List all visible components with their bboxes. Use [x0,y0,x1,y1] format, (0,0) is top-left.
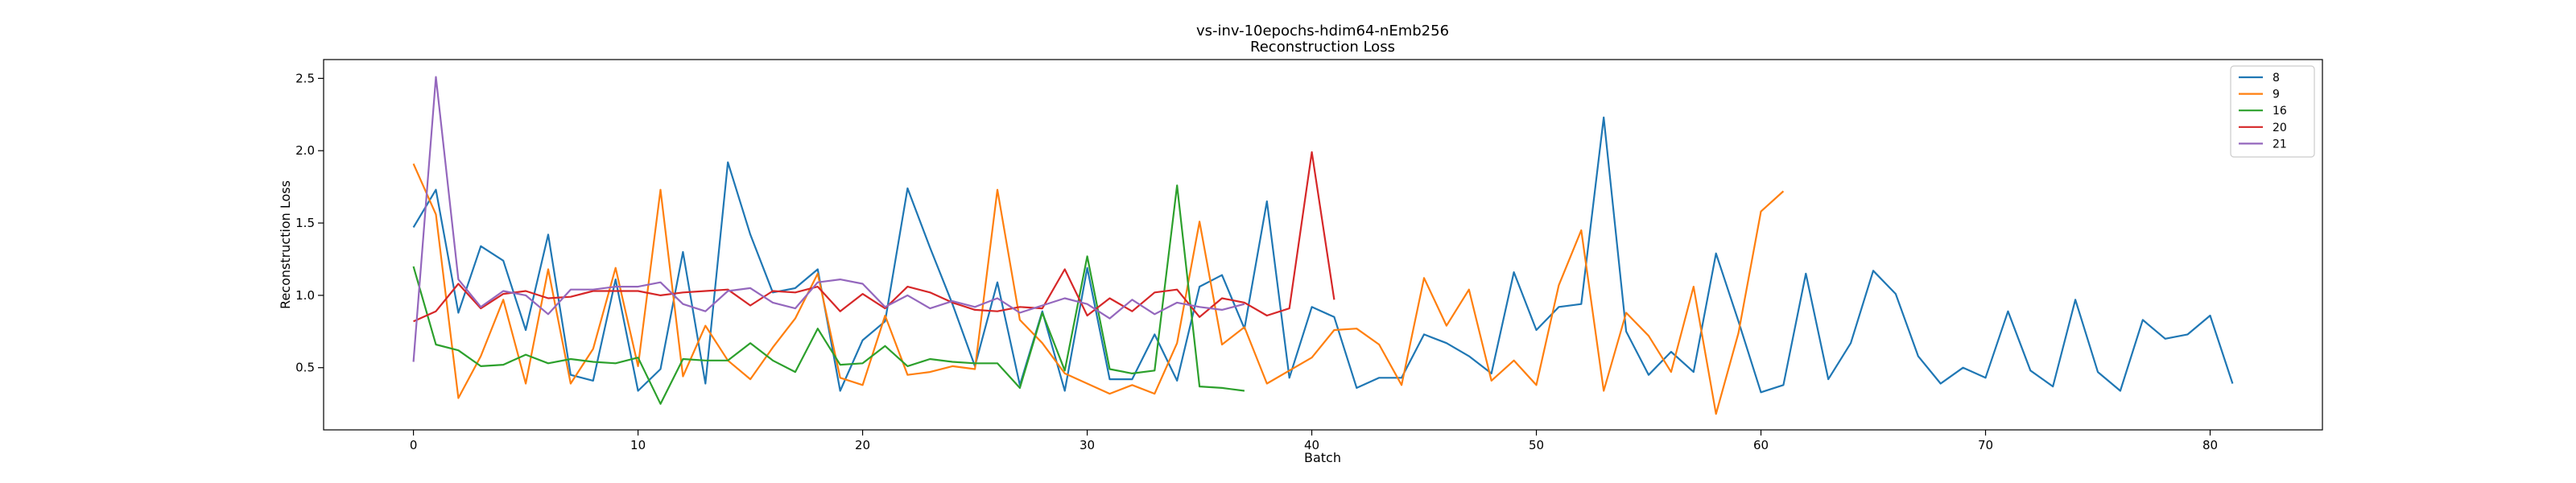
x-tick-label: 70 [1978,438,1993,452]
x-tick-label: 60 [1753,438,1769,452]
series-line-9 [412,163,1785,415]
y-tick-label: 2.0 [295,143,315,158]
x-tick-label: 0 [410,438,418,452]
x-axis-ticks: 0 10 20 30 40 50 60 70 80 [410,430,2218,452]
y-axis-title: Reconstruction Loss [278,180,293,309]
chart-title: vs-inv-10epochs-hdim64-nEmb256 [1196,23,1449,39]
legend-label-20: 20 [2273,122,2287,134]
y-tick-label: 0.5 [295,361,315,375]
y-axis-ticks: 0.5 1.0 1.5 2.0 2.5 [295,71,324,375]
x-tick-label: 20 [855,438,870,452]
series-line-8 [412,116,2234,394]
x-tick-label: 30 [1080,438,1095,452]
legend: 8 9 16 20 21 [2230,65,2315,158]
series-layer [412,76,2234,415]
x-tick-label: 40 [1304,438,1319,452]
series-line-21 [412,76,1245,362]
y-tick-label: 2.5 [295,71,315,85]
chart-subtitle: Reconstruction Loss [1250,39,1395,56]
series-line-16 [412,184,1245,405]
plot-area-frame [323,59,2323,431]
y-tick-label: 1.5 [295,216,315,230]
x-axis-title: Batch [1304,450,1341,465]
series-line-20 [413,151,1335,323]
legend-box [2230,65,2315,158]
x-tick-label: 50 [1529,438,1544,452]
legend-label-16: 16 [2273,105,2287,118]
x-tick-label: 80 [2202,438,2218,452]
y-tick-label: 1.0 [295,288,315,303]
legend-label-9: 9 [2273,89,2280,101]
x-tick-label: 10 [630,438,646,452]
legend-label-21: 21 [2273,138,2287,151]
legend-label-8: 8 [2273,72,2280,85]
